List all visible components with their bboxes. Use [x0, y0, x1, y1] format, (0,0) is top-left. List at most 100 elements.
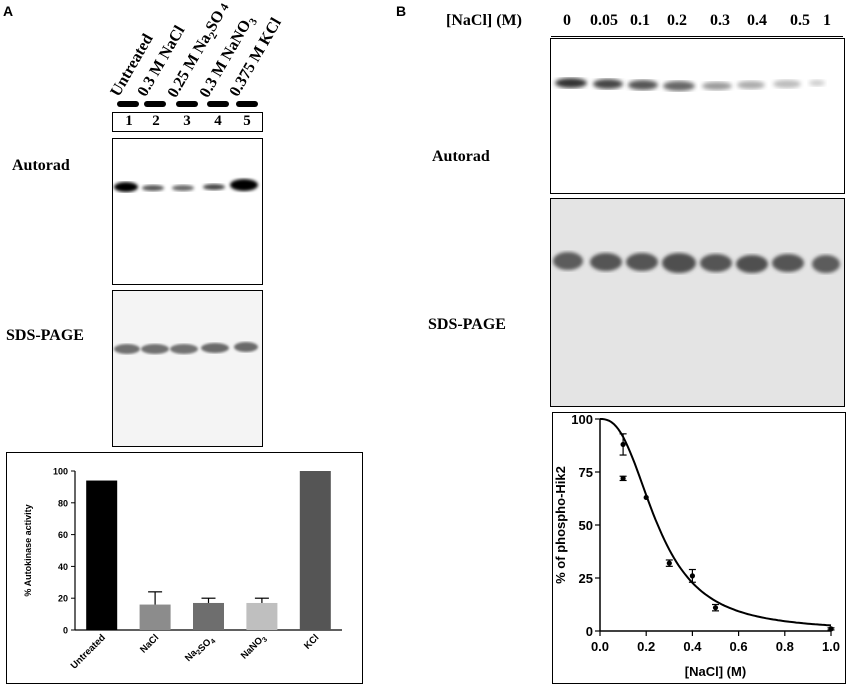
- bar: [139, 604, 171, 630]
- sds-band: [772, 254, 804, 272]
- autorad-band: [230, 179, 258, 191]
- sds-band: [114, 344, 140, 354]
- lane-number: 1: [125, 113, 133, 129]
- nacl-conc-label: 0.5: [790, 12, 810, 29]
- nacl-conc-label: 0: [563, 12, 571, 29]
- lane-number: 2: [152, 113, 160, 129]
- lane-number: 3: [183, 113, 191, 129]
- sds-page-label-b: SDS-PAGE: [428, 316, 506, 333]
- autorad-band: [809, 80, 825, 86]
- sds-page-label-a: SDS-PAGE: [6, 327, 84, 344]
- sds-band: [626, 253, 658, 271]
- bar: [86, 480, 118, 630]
- autorad-band: [593, 79, 623, 89]
- nacl-header-underline: [551, 36, 843, 37]
- lane-bar-5: [236, 101, 258, 107]
- line-chart-frame: 0 25 50 75 100 0.0 0.2 0.4 0.6 0.8 1.0 [NaCl] (M) % …: [552, 412, 846, 684]
- nacl-header: [NaCl] (M): [446, 12, 522, 29]
- fit-curve: [600, 418, 832, 627]
- autorad-band: [172, 185, 194, 191]
- x-tick-label: 0.8: [776, 639, 794, 654]
- bar: [193, 602, 224, 630]
- nacl-conc-label: 0.2: [667, 12, 687, 29]
- sds-band: [141, 344, 169, 354]
- nacl-conc-label: 0.3: [710, 12, 730, 29]
- autorad-label-a: Autorad: [12, 157, 70, 174]
- x-axis-label: [NaCl] (M): [685, 664, 746, 679]
- x-tick-label: NaCl: [138, 632, 161, 655]
- y-tick-label: 100: [571, 413, 593, 427]
- phospho-hik2-chart: 0 25 50 75 100 0.0 0.2 0.4 0.6 0.8 1.0 [NaCl] (M) % …: [553, 412, 840, 679]
- x-tick-label: 0.6: [730, 639, 748, 654]
- autorad-band: [702, 82, 732, 90]
- x-tick-label: KCl: [302, 632, 321, 651]
- autokinase-bar-chart: 0 20 40 60 80 100 % Autokinase activity Untreat…: [23, 467, 342, 671]
- x-tick-label: 0.4: [683, 639, 702, 654]
- y-tick-label: 25: [579, 571, 593, 586]
- y-tick-label: 0: [63, 626, 68, 636]
- data-point: [689, 573, 695, 579]
- y-axis-label: % Autokinase activity: [23, 504, 33, 596]
- y-axis-label: % of phospho-Hik2: [553, 466, 568, 584]
- data-point: [620, 441, 626, 448]
- lane-bar-1: [117, 101, 139, 107]
- autorad-bands-b: [555, 78, 825, 91]
- x-tick-label: 0.0: [591, 639, 609, 654]
- bar-chart-frame: 0 20 40 60 80 100 % Autokinase activity Untreat…: [6, 452, 363, 684]
- lane-bar-4: [207, 101, 229, 107]
- sds-band: [553, 252, 583, 270]
- x-tick-label: Untreated: [69, 632, 108, 671]
- panel-a-letter: A: [3, 3, 14, 19]
- lane-number-box: 1 2 3 4 5: [112, 112, 263, 132]
- autorad-band: [142, 185, 164, 191]
- sds-band: [590, 253, 622, 271]
- data-point: [643, 494, 649, 501]
- autorad-label-b: Autorad: [432, 148, 490, 165]
- data-point: [828, 626, 834, 632]
- sds-band: [700, 254, 732, 272]
- lane-number: 5: [243, 113, 251, 129]
- data-point: [666, 560, 672, 566]
- x-tick-label: Na2SO4: [183, 632, 218, 667]
- y-tick-label: 100: [53, 467, 68, 477]
- sds-band: [234, 342, 258, 352]
- sds-band: [736, 255, 768, 273]
- autorad-band: [663, 81, 695, 91]
- autorad-bands-a: [114, 179, 258, 192]
- autorad-band: [628, 80, 658, 90]
- autorad-gel-a: [112, 138, 263, 285]
- x-tick-label: 1.0: [822, 639, 840, 654]
- x-tick-label: NaNO3: [239, 632, 269, 662]
- lane-bar-3: [176, 101, 198, 107]
- sds-page-gel-b: [550, 198, 845, 407]
- sds-bands-b: [553, 252, 840, 273]
- sds-band: [201, 343, 229, 353]
- autorad-band: [203, 184, 225, 190]
- y-tick-label: 75: [579, 465, 593, 480]
- nacl-conc-label: 0.1: [630, 12, 650, 29]
- autorad-band: [555, 78, 587, 88]
- y-tick-label: 0: [586, 624, 593, 639]
- y-tick-label: 20: [58, 594, 68, 604]
- data-point: [620, 475, 626, 481]
- y-tick-label: 40: [58, 562, 68, 572]
- data-point: [712, 605, 719, 611]
- lane-bar-2: [144, 101, 166, 107]
- lane-number: 4: [214, 113, 222, 129]
- sds-band: [662, 253, 696, 273]
- bar: [246, 602, 278, 630]
- nacl-conc-label: 0.4: [747, 12, 767, 29]
- bar: [299, 471, 331, 630]
- sds-page-gel-a: [112, 290, 263, 447]
- autorad-band: [114, 182, 138, 192]
- sds-bands-a: [114, 342, 258, 354]
- sds-band: [170, 344, 198, 354]
- nacl-conc-label: 0.05: [590, 12, 618, 29]
- autorad-band: [773, 80, 801, 88]
- y-tick-label: 80: [58, 498, 68, 508]
- panel-b-letter: B: [396, 3, 407, 19]
- sds-band: [812, 255, 840, 273]
- autorad-gel-b: [550, 38, 845, 194]
- y-tick-label: 50: [579, 518, 593, 533]
- autorad-band: [737, 81, 765, 89]
